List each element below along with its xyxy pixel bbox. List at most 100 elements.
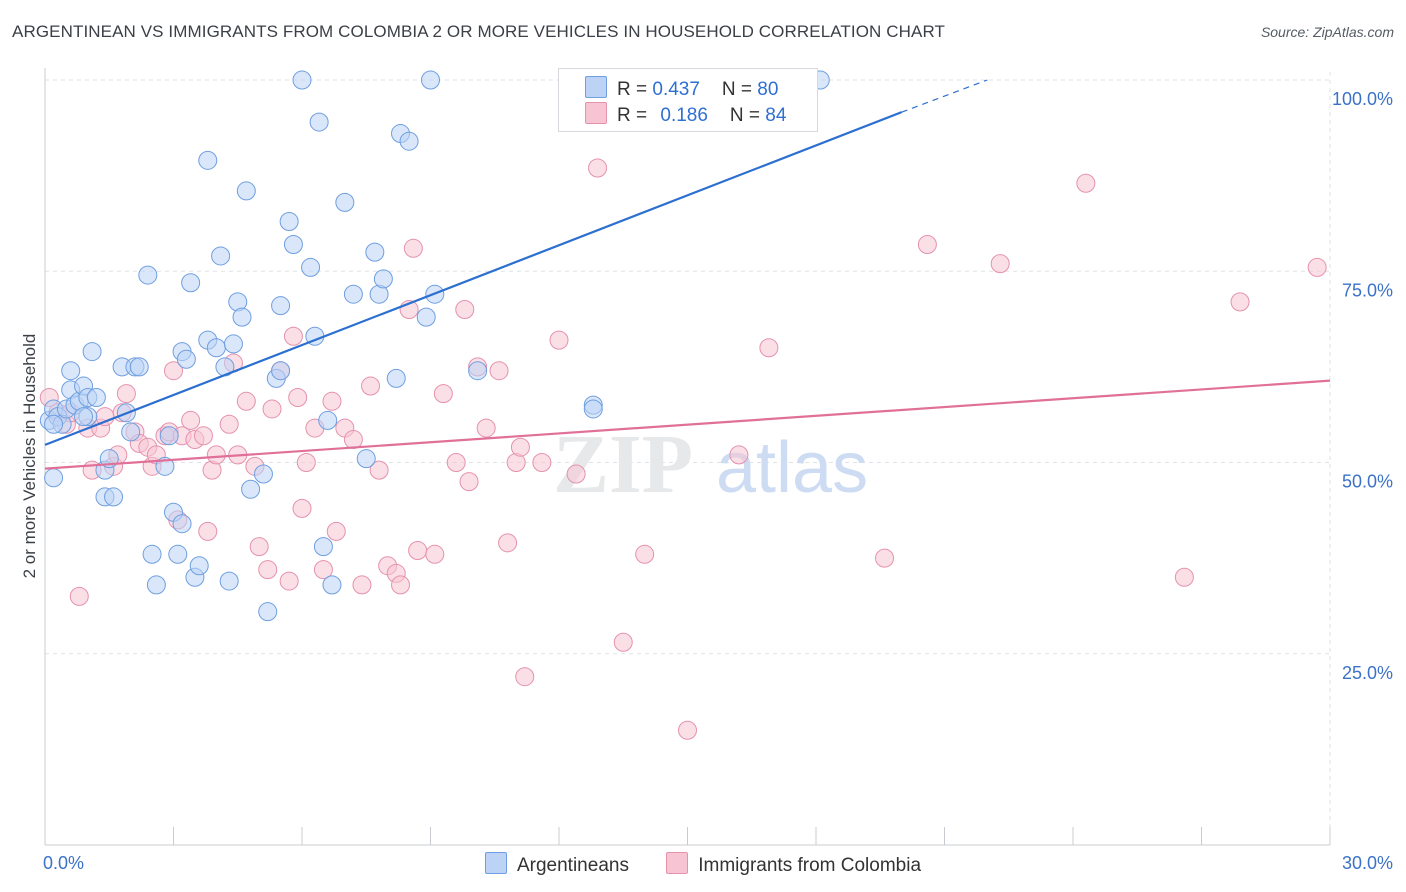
pink-point	[262, 399, 282, 419]
pink-point	[476, 418, 496, 438]
blue-series-points	[39, 70, 830, 622]
pink-point	[489, 361, 509, 381]
legend-item-argentineans[interactable]: Argentineans	[484, 852, 629, 877]
pink-point	[1230, 292, 1250, 312]
blue-point	[168, 544, 188, 564]
y-tick-label: 75.0%	[1342, 280, 1393, 300]
y-tick-label: 50.0%	[1342, 472, 1393, 492]
pink-point	[510, 437, 530, 457]
blue-point	[138, 265, 158, 285]
blue-point	[104, 487, 124, 507]
tick-labels: 25.0% 50.0% 75.0% 100.0% 0.0% 30.0%	[43, 89, 1393, 873]
blue-point	[283, 234, 303, 254]
pink-point	[296, 453, 316, 472]
blue-point	[198, 150, 218, 170]
legend-r-value: 0.437	[652, 79, 700, 100]
pink-point	[283, 326, 303, 346]
pink-point	[549, 330, 569, 350]
pink-point	[613, 632, 633, 652]
pink-point	[288, 387, 308, 407]
axes	[44, 68, 1331, 846]
pink-point	[498, 533, 518, 553]
pink-point	[1076, 173, 1096, 193]
blue-point	[421, 70, 440, 90]
blue-point	[292, 70, 312, 90]
legend-n-value: 84	[765, 105, 787, 126]
blue-point	[365, 242, 385, 262]
blue-point	[206, 338, 226, 358]
blue-point	[318, 410, 338, 430]
legend-r-value: 0.186	[660, 105, 708, 126]
legend-item-colombia[interactable]: Immigrants from Colombia	[666, 852, 921, 877]
blue-point	[219, 571, 239, 591]
blue-point	[416, 307, 436, 327]
pink-point	[455, 300, 475, 319]
legend-n-label: N =	[721, 79, 758, 100]
pink-point	[164, 361, 183, 381]
pink-point	[917, 234, 937, 254]
pink-point	[588, 158, 608, 178]
pink-point	[1174, 567, 1194, 587]
blue-point	[356, 449, 376, 469]
blue-point	[301, 257, 321, 277]
pink-trend-line	[44, 379, 1331, 470]
pink-point	[1307, 257, 1327, 277]
legend-swatch-blue	[585, 76, 607, 98]
pink-point	[408, 540, 428, 560]
blue-point	[236, 181, 256, 201]
pink-point	[343, 430, 363, 450]
blue-point	[121, 422, 141, 442]
blue-point	[322, 575, 342, 595]
pink-point	[279, 571, 299, 591]
legend-r-label: R =	[617, 105, 653, 126]
pink-point	[446, 453, 466, 472]
pink-point	[69, 586, 89, 606]
blue-trend-extension	[901, 79, 988, 113]
blue-point	[583, 399, 603, 419]
pink-point	[459, 472, 479, 492]
blue-point	[258, 602, 278, 622]
blue-point	[146, 575, 166, 595]
legend-label-argentineans: Argentineans	[516, 855, 629, 876]
blue-point	[399, 131, 419, 151]
pink-point	[532, 453, 552, 472]
blue-point	[82, 342, 102, 362]
legend-swatch-pink	[666, 852, 689, 874]
blue-point	[129, 357, 149, 377]
legend-row-colombia: R = 0.186 N = 84	[585, 102, 786, 126]
pink-point	[433, 384, 453, 404]
pink-point	[678, 720, 697, 740]
pink-point	[313, 560, 333, 580]
pink-point	[566, 464, 586, 484]
pink-point	[292, 498, 312, 518]
blue-point	[335, 192, 355, 212]
blue-point	[155, 456, 175, 476]
pink-point	[181, 410, 201, 430]
pink-point	[236, 391, 256, 411]
pink-point	[875, 548, 895, 568]
legend-r-label: R =	[617, 79, 653, 100]
pink-point	[193, 426, 213, 446]
pink-point	[116, 384, 136, 404]
blue-point	[181, 273, 201, 293]
blue-point	[241, 479, 261, 499]
blue-point	[386, 368, 406, 388]
pink-point	[425, 544, 445, 564]
legend-swatch-blue	[484, 852, 507, 874]
blue-point	[44, 414, 64, 434]
blue-point	[172, 514, 192, 534]
legend-label-colombia: Immigrants from Colombia	[698, 855, 922, 876]
blue-point	[223, 334, 243, 354]
pink-point	[515, 667, 535, 687]
pink-point	[352, 575, 372, 595]
pink-point	[759, 338, 779, 358]
blue-point	[211, 246, 231, 266]
blue-point	[74, 407, 94, 427]
blue-point	[142, 544, 162, 564]
y-tick-label: 100.0%	[1332, 89, 1393, 109]
pink-point	[990, 254, 1010, 274]
blue-point	[468, 361, 488, 381]
blue-point	[159, 426, 179, 446]
chart-source: Source: ZipAtlas.com	[1260, 24, 1394, 40]
